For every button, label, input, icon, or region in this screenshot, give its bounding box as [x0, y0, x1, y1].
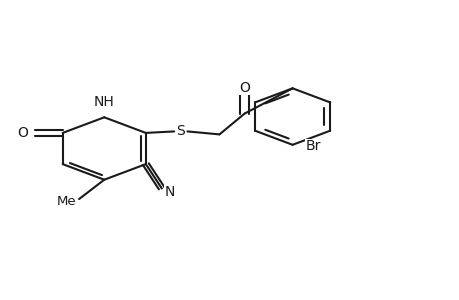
- Text: Br: Br: [305, 139, 320, 153]
- Text: O: O: [17, 126, 28, 140]
- Text: N: N: [164, 185, 174, 199]
- Text: O: O: [239, 81, 250, 95]
- Text: S: S: [175, 124, 184, 138]
- Text: NH: NH: [94, 95, 114, 109]
- Text: Me: Me: [56, 195, 76, 208]
